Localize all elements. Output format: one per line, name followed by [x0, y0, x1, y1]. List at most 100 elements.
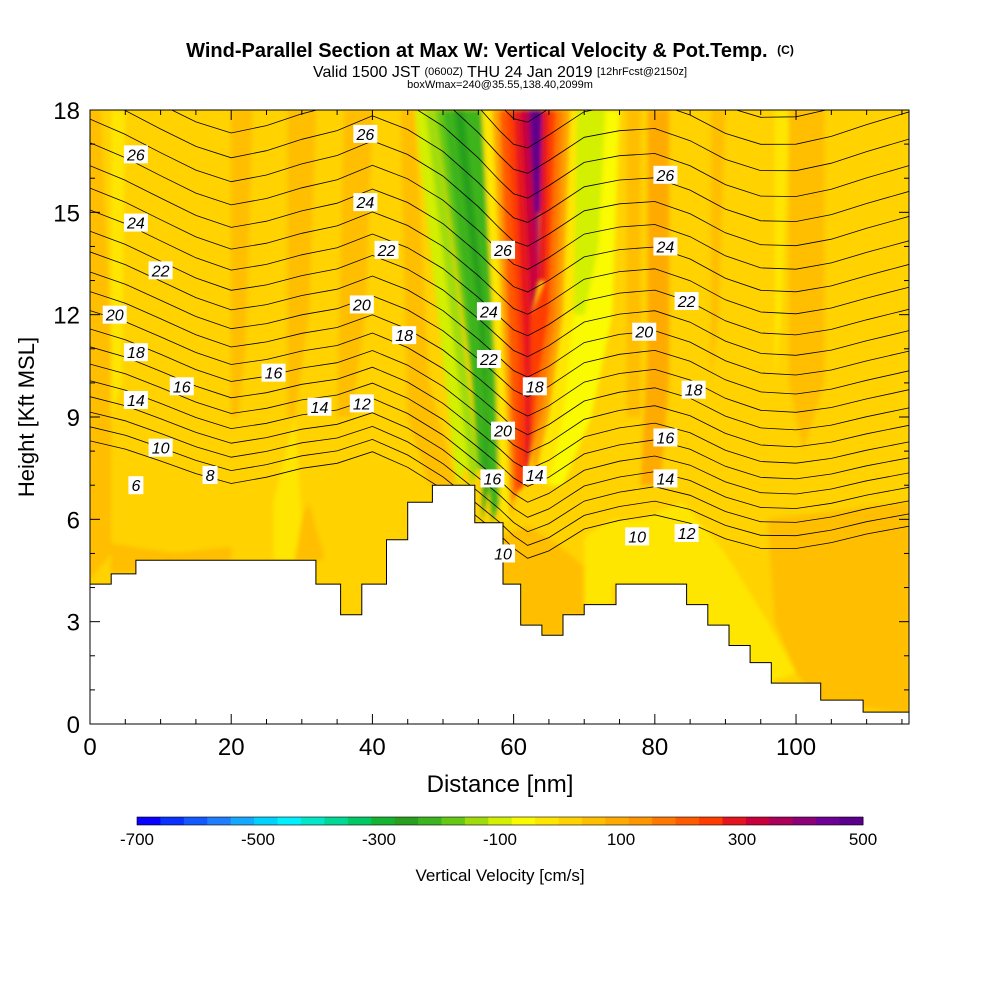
colorbar-swatch: [230, 817, 255, 825]
isentrope-label-bg: [653, 165, 678, 184]
isentrope-label-text: 18: [685, 383, 703, 400]
isentrope-label-bg: [349, 394, 374, 413]
isentrope-label: 22: [148, 261, 173, 280]
isentrope-label-text: 16: [265, 366, 283, 383]
isentrope-label: 14: [123, 390, 148, 410]
isentrope-label-text: 20: [105, 308, 124, 325]
velocity-field-band-orange-20: [231, 110, 253, 417]
isentrope-label: 26: [123, 145, 148, 164]
isentrope-line: [90, 291, 909, 417]
isentrope-label: 18: [681, 380, 706, 400]
isentrope-label-bg: [123, 343, 148, 362]
isentrope-label-bg: [491, 544, 516, 563]
subtitle-date: THU 24 Jan 2019: [467, 64, 593, 81]
colorbar-swatch: [581, 817, 606, 825]
isentrope-label: 20: [349, 295, 374, 314]
colorbar-tick-label: -700: [120, 830, 154, 849]
x-tick-label: 0: [83, 734, 96, 761]
velocity-field-band-orange-right-1: [531, 110, 564, 452]
isentrope-label-text: 14: [311, 400, 329, 417]
chart-title: Wind-Parallel Section at Max W: Vertical…: [186, 40, 794, 62]
colorbar-swatch: [394, 817, 419, 825]
colorbar-swatch: [371, 817, 396, 825]
isentrope-label-bg: [148, 438, 173, 457]
subtitle-forecast: [12hrFcst@2150z]: [597, 66, 687, 78]
colorbar-swatch: [488, 817, 513, 825]
velocity-field-band-red-right-2: [531, 110, 556, 452]
isentrope-label-text: 18: [526, 379, 544, 396]
potential-temperature-labels: 26 24 22 20 18 16 14 10 8 6 26 24 22 20 18 16 14 12 26 24 22…: [102, 124, 706, 563]
isentrope-label-text: 26: [493, 243, 512, 260]
isentrope-line: [90, 310, 909, 436]
colorbar-frame: [136, 816, 864, 826]
isentrope-label-bg: [102, 305, 127, 324]
y-axis: 0 3 6 9 12 15 18: [53, 98, 909, 739]
chart-subtitle: Valid 1500 JST (0600Z) THU 24 Jan 2019 […: [313, 62, 687, 81]
isentrope-label-text: 24: [126, 216, 145, 233]
isentrope-label: 16: [653, 428, 678, 447]
isentrope-label-text: 24: [355, 195, 374, 212]
velocity-field-band-orange-center-left: [400, 110, 458, 486]
isentrope-line: [170, 110, 909, 199]
velocity-field-band-orange-30s: [294, 502, 323, 561]
velocity-field-band-green-2: [435, 110, 482, 452]
x-tick-label: 80: [641, 734, 668, 761]
velocity-field-band-green-5: [464, 110, 500, 523]
colorbar-swatch: [745, 817, 770, 825]
isentrope-label-bg: [374, 240, 399, 259]
velocity-field-band-yellow-right: [534, 110, 578, 486]
isentrope-label-bg: [480, 469, 505, 488]
colorbar-swatch: [160, 817, 185, 825]
isentrope-label-bg: [169, 377, 194, 396]
isentrope-label-text: 22: [677, 294, 696, 311]
isentrope-label-text: 14: [526, 468, 544, 485]
isentrope-line: [90, 426, 909, 546]
isentrope-line: [90, 0, 909, 41]
isentrope-label-text: 20: [634, 325, 653, 342]
velocity-field-band-yellow-right-2: [548, 110, 620, 486]
isentrope-line: [90, 346, 909, 471]
velocity-field-band-orange-28: [287, 110, 316, 417]
isentrope-label-text: 26: [656, 168, 675, 185]
isentrope-label-bg: [653, 237, 678, 256]
subtitle-zulu: (0600Z): [424, 66, 463, 78]
velocity-field-band-orange-center: [492, 110, 514, 520]
x-tick-label: 60: [500, 734, 527, 761]
colorbar-tick-label: -100: [483, 830, 517, 849]
colorbar-swatch: [347, 817, 372, 825]
isentrope-line: [90, 363, 909, 487]
isentrope-label: 26: [653, 165, 678, 185]
x-tick-label: 100: [776, 734, 816, 761]
x-tick-label: 40: [359, 734, 386, 761]
colorbar-swatch: [535, 817, 560, 825]
isentrope-line: [90, 187, 909, 315]
isentrope-line: [90, 0, 909, 13]
isentrope-label: 16: [261, 363, 286, 383]
isentrope-label-text: 22: [479, 352, 498, 369]
isentrope-label: 20: [632, 322, 657, 342]
isentrope-label: 12: [349, 394, 374, 413]
colorbar-swatch: [254, 817, 279, 825]
isentrope-label: 18: [123, 343, 148, 362]
isentrope-line: [90, 230, 909, 358]
colorbar-swatch: [628, 817, 653, 825]
y-tick-label: 0: [67, 712, 80, 739]
isentrope-line: [123, 110, 909, 223]
isentrope-label-bg: [476, 302, 501, 321]
colorbar-swatch: [324, 817, 349, 825]
isentrope-label-bg: [148, 261, 173, 280]
isentrope-label-text: 6: [131, 478, 140, 495]
colorbar-tick-label: 300: [728, 830, 756, 849]
isentrope-label: 26: [353, 124, 378, 144]
isentrope-label: 14: [653, 469, 678, 488]
isentrope-line: [90, 440, 909, 559]
velocity-field-band-yellow-lower: [273, 417, 302, 561]
isentrope-line: [504, 110, 828, 123]
isentrope-label-bg: [476, 350, 501, 369]
velocity-field-band-purple: [531, 110, 542, 213]
isentrope-label-text: 14: [127, 393, 145, 410]
subtitle-valid: Valid 1500 JST: [313, 64, 421, 81]
velocity-field-band-yellow-far-right: [774, 110, 789, 383]
isentrope-label-bg: [653, 428, 678, 447]
